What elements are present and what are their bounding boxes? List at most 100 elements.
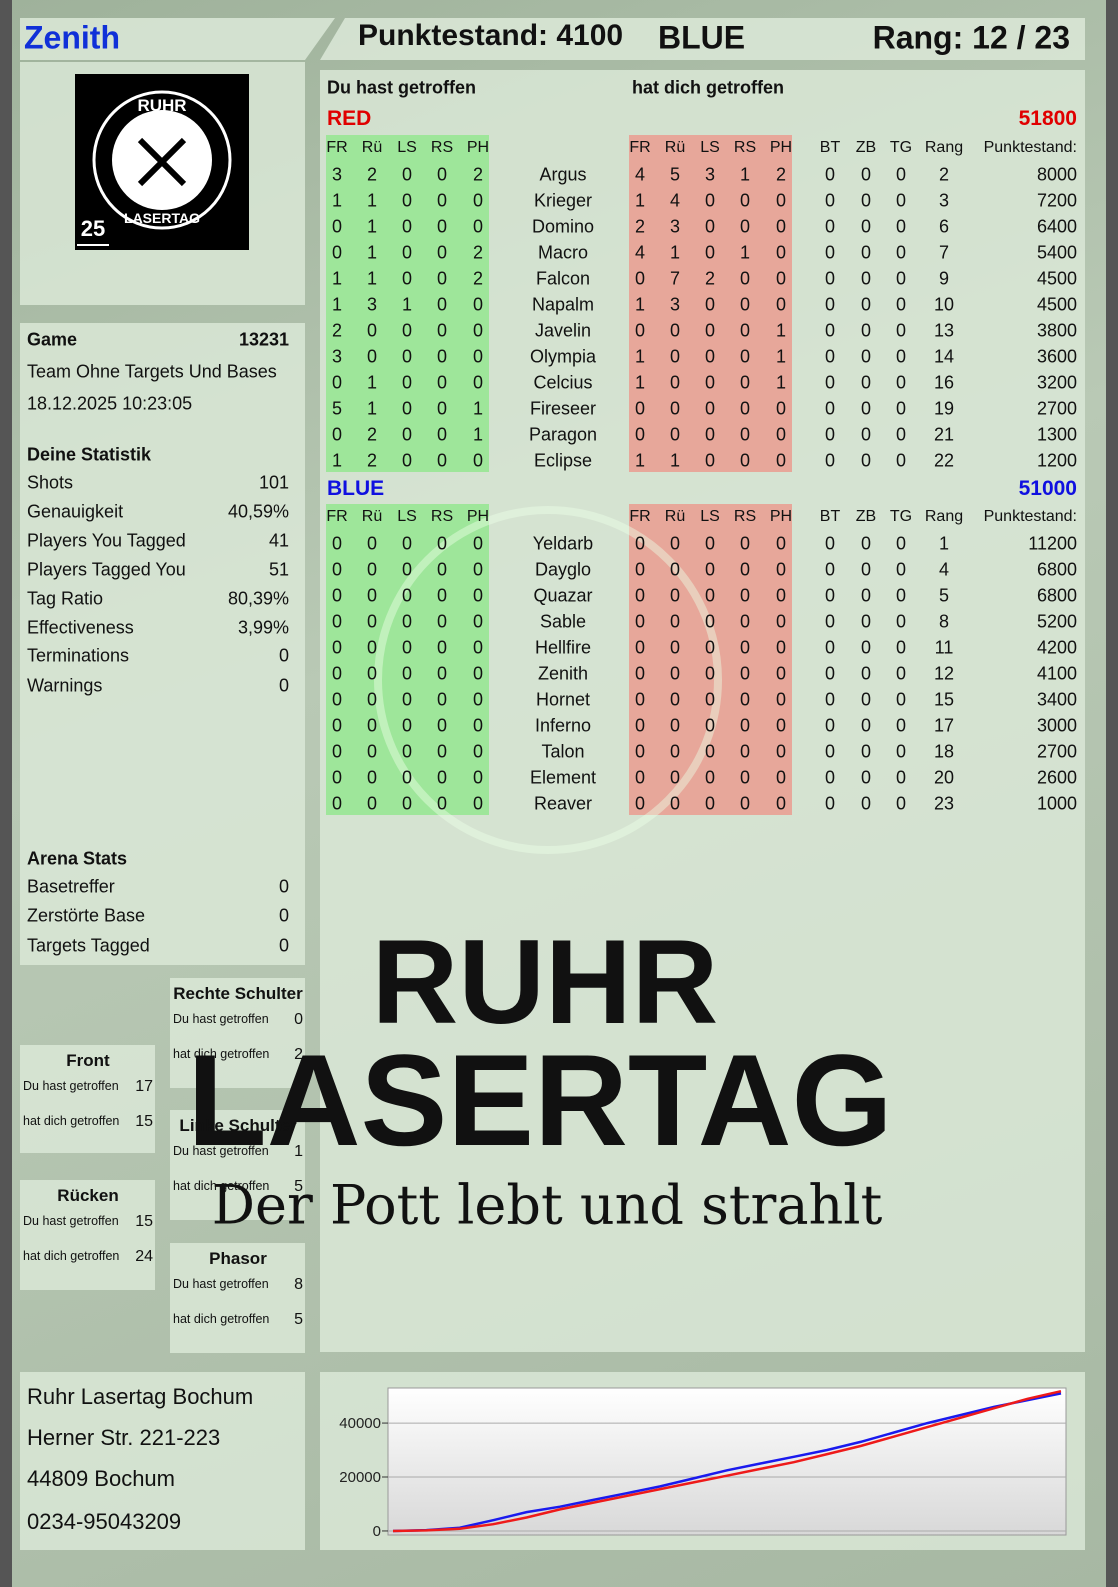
cell: 0 — [739, 689, 751, 710]
cell: 5 — [669, 164, 681, 185]
player-cell: Fireseer — [529, 398, 597, 419]
cell: 0 — [634, 689, 646, 710]
cell: 0 — [895, 637, 907, 658]
player-cell: Argus — [539, 164, 587, 185]
cell: 0 — [704, 398, 716, 419]
cell: 0 — [401, 424, 413, 445]
stat-label: Genauigkeit — [27, 501, 124, 522]
stat-label: Players You Tagged — [27, 530, 186, 551]
cell: 0 — [860, 533, 872, 554]
cell: 0 — [669, 689, 681, 710]
column-header: LS — [397, 508, 417, 525]
cell: 0 — [895, 372, 907, 393]
column-header: FR — [326, 139, 348, 156]
cell: 0 — [331, 611, 343, 632]
cell: 0 — [669, 663, 681, 684]
y-tick-label: 40000 — [339, 1415, 381, 1432]
cell: 4500 — [1036, 294, 1077, 315]
column-header: LS — [397, 139, 417, 156]
cell: 0 — [436, 268, 448, 289]
cell: 0 — [739, 767, 751, 788]
cell: 6 — [938, 216, 950, 237]
column-header: PH — [769, 139, 793, 156]
cell: 1 — [775, 346, 787, 367]
player-cell: Element — [529, 767, 597, 788]
cell: 0 — [436, 767, 448, 788]
cell: 0 — [472, 559, 484, 580]
cell: 1 — [366, 190, 378, 211]
cell: 3800 — [1036, 320, 1077, 341]
zone-label: hat dich getroffen — [173, 1312, 270, 1326]
cell: 0 — [824, 793, 836, 814]
column-header: LS — [700, 508, 720, 525]
cell: 0 — [704, 611, 716, 632]
cell: 0 — [436, 533, 448, 554]
cell: 0 — [669, 585, 681, 606]
series-line — [392, 1392, 1062, 1533]
cell: 0 — [860, 320, 872, 341]
cell: 0 — [824, 767, 836, 788]
cell: 6400 — [1036, 216, 1077, 237]
cell: 0 — [472, 372, 484, 393]
cell: 0 — [436, 585, 448, 606]
cell: 0 — [775, 424, 787, 445]
cell: 0 — [775, 398, 787, 419]
cell: 0 — [401, 164, 413, 185]
logo-text: LASERTAG — [124, 210, 200, 226]
got-background — [629, 135, 792, 472]
cell: 0 — [401, 268, 413, 289]
cell: 0 — [739, 294, 751, 315]
player-cell: Krieger — [533, 190, 593, 211]
cell: 0 — [634, 559, 646, 580]
cell: 0 — [669, 533, 681, 554]
cell: 0 — [824, 450, 836, 471]
cell: 4 — [669, 190, 681, 211]
cell: 3000 — [1036, 715, 1077, 736]
cell: 0 — [472, 793, 484, 814]
cell: 0 — [634, 268, 646, 289]
cell: 0 — [704, 767, 716, 788]
cell: 0 — [895, 216, 907, 237]
cell: 0 — [472, 637, 484, 658]
player-cell: Eclipse — [533, 450, 593, 471]
cell: 5 — [331, 398, 343, 419]
logo-badge: 25 — [80, 216, 106, 241]
stat-value: 0 — [278, 675, 289, 696]
cell: 0 — [436, 424, 448, 445]
cell: 0 — [634, 663, 646, 684]
cell: 0 — [669, 767, 681, 788]
player-cell: Dayglo — [534, 559, 592, 580]
player-cell: Reaver — [533, 793, 593, 814]
zone-value: 0 — [294, 1011, 303, 1028]
cell: 11200 — [1028, 533, 1077, 554]
cell: 0 — [472, 533, 484, 554]
column-header: RS — [430, 139, 454, 156]
address-line: 0234-95043209 — [27, 1509, 182, 1534]
cell: 0 — [739, 715, 751, 736]
section-title: Arena Stats — [27, 848, 128, 869]
cell: 0 — [634, 793, 646, 814]
cell: 4 — [938, 559, 950, 580]
cell: 0 — [401, 216, 413, 237]
cell: 0 — [895, 398, 907, 419]
cell: 1 — [669, 242, 681, 263]
cell: 0 — [739, 190, 751, 211]
stat-value: 0 — [278, 905, 289, 926]
cell: 1 — [775, 372, 787, 393]
cell: 3 — [331, 346, 343, 367]
cell: 0 — [824, 398, 836, 419]
cell: 5 — [938, 585, 950, 606]
cell: 1 — [739, 242, 751, 263]
cell: 0 — [860, 663, 872, 684]
cell: 0 — [824, 294, 836, 315]
cell: 0 — [472, 190, 484, 211]
cell: 3 — [331, 164, 343, 185]
column-header: Punktestand: — [983, 139, 1077, 156]
cell: 0 — [824, 372, 836, 393]
zone-title: Rechte Schulter — [173, 984, 303, 1003]
cell: 0 — [331, 533, 343, 554]
game-label: Game — [27, 329, 78, 350]
cell: 0 — [634, 637, 646, 658]
cell: 0 — [669, 637, 681, 658]
cell: 0 — [436, 450, 448, 471]
